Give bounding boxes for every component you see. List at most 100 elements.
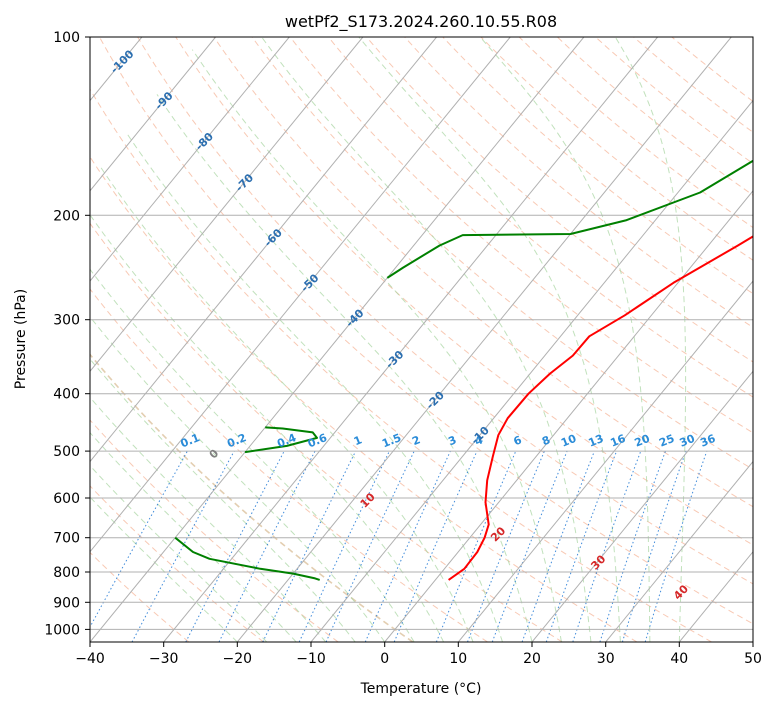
mixing-ratio-line [90, 450, 188, 629]
x-tick-label: −30 [149, 651, 179, 667]
mixing-ratio-line [325, 450, 415, 642]
isotherm-label: -70 [233, 171, 256, 194]
y-tick-label: 100 [53, 30, 80, 46]
mixing-ratio-label: 36 [698, 432, 717, 450]
moist-adiabat-line [156, 94, 533, 642]
moist-adiabat-label: 10 [358, 490, 378, 510]
isotherm-line [678, 550, 753, 642]
mixing-ratio-label: 3 [446, 433, 458, 448]
dry-adiabat-line [90, 222, 563, 642]
data-lines [174, 159, 753, 581]
isotherm-label: -30 [383, 348, 406, 371]
mixing-ratio-label: 25 [657, 432, 676, 450]
isotherm-line [605, 460, 753, 642]
isotherm-line [457, 280, 753, 642]
y-tick-label: 600 [53, 491, 80, 507]
dry-adiabat-line [404, 37, 753, 328]
isotherm-line [90, 37, 364, 373]
dry-adiabat-line [556, 37, 753, 196]
y-tick-label: 200 [53, 208, 80, 224]
isotherm-line [90, 37, 216, 192]
isotherm-label: -60 [262, 226, 285, 249]
mixing-ratio-label: 0.2 [225, 431, 248, 450]
isotherm-label: -100 [108, 47, 137, 76]
mixing-ratio-label: 10 [559, 432, 578, 450]
isotherm-label: -90 [152, 89, 175, 112]
chart-title: wetPf2_S173.2024.260.10.55.R08 [285, 12, 557, 32]
x-tick-label: 20 [523, 651, 541, 667]
isotherm-line [90, 37, 585, 642]
x-tick-label: −20 [223, 651, 253, 667]
moist-adiabat-line [90, 268, 415, 642]
isotherm-line [163, 37, 658, 642]
dry-adiabat-line [137, 37, 753, 585]
moist-adiabat-line [358, 37, 621, 642]
moist-adiabat-line [261, 37, 592, 642]
dry-adiabat-line [442, 37, 753, 295]
x-tick-label: 0 [380, 651, 389, 667]
x-axis-title: Temperature (°C) [360, 681, 482, 697]
moist-adiabat-line [90, 496, 238, 642]
mixing-ratio-line [545, 450, 618, 642]
y-tick-label: 400 [53, 387, 80, 403]
y-tick-label: 500 [53, 444, 80, 460]
isotherm-line [310, 99, 753, 642]
dry-adiabat-line [90, 485, 264, 642]
mixing-ratio-line [393, 450, 478, 642]
in-plot-labels: 0.1 0.2 0.4 0.6 1 1.5 2 3 4 6 8 10 13 16 20 25 30 36-100-… [108, 47, 718, 602]
dry-adiabat-line [251, 37, 753, 470]
x-tick-label: −40 [75, 651, 105, 667]
mixing-ratio-line [644, 450, 708, 642]
moist-adiabat-line [125, 132, 503, 642]
dewpoint-profile-line [174, 536, 321, 581]
moist-adiabat-line [99, 165, 474, 642]
y-axis-title: Pressure (hPa) [13, 289, 29, 389]
moist-adiabat-line [191, 49, 562, 642]
axis-ticks: −40 −30 −20 −10 0 10 20 30 40 5010020030040050060… [44, 30, 762, 667]
dry-adiabat-line [213, 37, 753, 508]
y-tick-label: 1000 [44, 622, 80, 638]
isotherm-line [752, 641, 753, 642]
moist-adiabat-line [614, 37, 687, 642]
moist-adiabat-line [90, 431, 297, 642]
mixing-ratio-line [572, 450, 642, 642]
mixing-ratio-label: 20 [633, 432, 652, 450]
dry-adiabat-line [175, 37, 753, 546]
dry-adiabat-line [518, 37, 753, 229]
y-tick-label: 900 [53, 595, 80, 611]
mixing-ratio-label: 30 [678, 432, 697, 450]
x-tick-label: 30 [597, 651, 615, 667]
mixing-ratio-label: 0.6 [306, 431, 329, 450]
mixing-ratio-label: 0.1 [179, 431, 202, 450]
mixing-ratio-line [599, 450, 666, 642]
temperature-profile-line [448, 235, 753, 581]
x-tick-label: 40 [670, 651, 688, 667]
isotherm-line [531, 370, 753, 642]
isotherm-label: -10 [469, 424, 492, 447]
mixing-ratio-label: 8 [540, 433, 552, 448]
mixing-ratio-label: 6 [512, 433, 524, 448]
dewpoint-profile-line [386, 159, 753, 279]
moist-adiabat-label: 40 [671, 582, 691, 602]
moist-adiabat-line [90, 465, 268, 642]
mixing-ratio-line [131, 450, 235, 642]
dry-adiabat-line [328, 37, 753, 398]
dry-adiabat-line [90, 353, 414, 642]
mixing-ratio-line [262, 450, 357, 642]
moist-adiabat-line [479, 37, 651, 642]
mixing-ratio-line [435, 450, 517, 642]
mixing-ratio-label: 13 [586, 432, 605, 450]
background-lines [90, 37, 753, 642]
isotherm-line [90, 37, 511, 553]
moist-adiabat-label: 0 [207, 447, 222, 462]
y-tick-label: 800 [53, 565, 80, 581]
moist-adiabat-label: 20 [488, 524, 508, 544]
isotherm-line [236, 37, 732, 642]
dewpoint-profile-line [244, 426, 318, 454]
mixing-ratio-label: 2 [410, 433, 422, 448]
mixing-ratio-label: 16 [608, 432, 627, 450]
x-tick-label: 10 [449, 651, 467, 667]
dry-adiabat-line [90, 88, 712, 642]
plot-frame [89, 36, 754, 643]
